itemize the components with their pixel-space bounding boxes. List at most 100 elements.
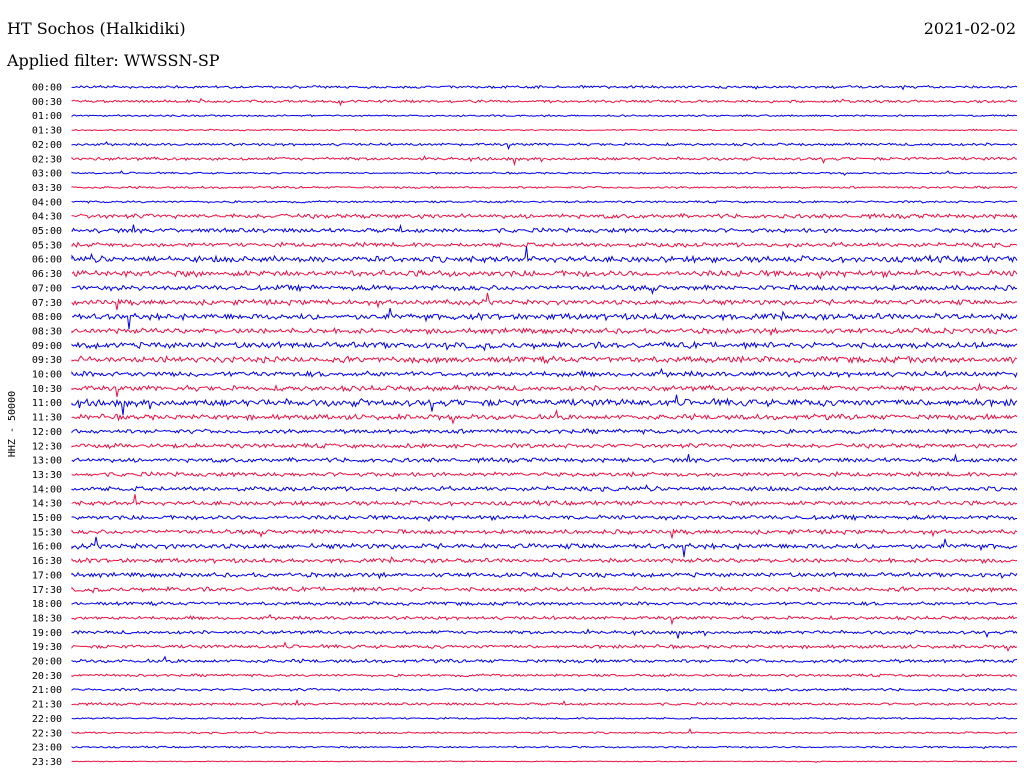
hour-label: 15:30: [32, 527, 62, 538]
trace-line: [71, 97, 1018, 107]
trace-line: [71, 600, 1018, 607]
hour-label: 17:30: [32, 585, 62, 596]
trace-line: [71, 408, 1018, 425]
trace-line: [71, 556, 1017, 565]
trace-line: [71, 84, 1018, 91]
trace-line: [71, 613, 1018, 626]
hour-label: 23:00: [32, 743, 62, 754]
trace-line: [71, 513, 1017, 523]
hour-label: 19:30: [32, 642, 62, 653]
date-label: 2021-02-02: [923, 19, 1016, 38]
hour-label: 23:30: [32, 757, 62, 768]
hour-label: 05:00: [32, 226, 62, 237]
trace-line: [71, 367, 1018, 379]
hour-label: 02:30: [32, 154, 62, 165]
hour-label: 17:00: [32, 570, 62, 581]
trace-line: [71, 470, 1018, 478]
hour-label: 15:00: [32, 513, 62, 524]
trace-line: [71, 484, 1018, 493]
hour-label: 21:30: [32, 700, 62, 711]
trace-line: [71, 185, 1018, 190]
trace-line: [71, 442, 1018, 450]
trace-line: [71, 760, 1018, 763]
hour-label: 14:00: [32, 484, 62, 495]
hour-label: 06:00: [32, 255, 62, 266]
trace-line: [71, 536, 1018, 558]
hour-label: 11:00: [32, 398, 62, 409]
trace-line: [71, 326, 1018, 337]
hour-label: 20:30: [32, 671, 62, 682]
trace-line: [71, 128, 1018, 132]
trace-line: [71, 114, 1018, 118]
trace-line: [71, 716, 1018, 720]
trace-line: [71, 528, 1018, 539]
hour-label: 07:00: [32, 283, 62, 294]
hour-label: 10:00: [32, 370, 62, 381]
hour-label: 22:30: [32, 728, 62, 739]
hour-label: 00:30: [32, 97, 62, 108]
trace-line: [71, 223, 1018, 235]
trace-line: [71, 673, 1018, 678]
hour-label: 02:00: [32, 140, 62, 151]
trace-line: [71, 212, 1018, 220]
trace-line: [71, 687, 1018, 692]
hour-label: 10:30: [32, 384, 62, 395]
hour-label: 06:30: [32, 269, 62, 280]
hour-label: 18:00: [32, 599, 62, 610]
hour-label: 04:30: [32, 212, 62, 223]
trace-line: [71, 494, 1018, 507]
hour-label: 16:00: [32, 542, 62, 553]
station-title: HT Sochos (Halkidiki): [7, 19, 186, 38]
hour-label: 12:00: [32, 427, 62, 438]
hour-label: 21:00: [32, 685, 62, 696]
hour-label: 03:30: [32, 183, 62, 194]
trace-line: [71, 307, 1018, 330]
hour-label: 13:00: [32, 456, 62, 467]
hour-label: 09:30: [32, 355, 62, 366]
hour-label: 00:00: [32, 83, 62, 94]
trace-line: [71, 141, 1018, 151]
trace-line: [71, 655, 1018, 664]
filter-label: Applied filter: WWSSN-SP: [7, 51, 220, 70]
hour-label: 12:30: [32, 441, 62, 452]
trace-group: [71, 84, 1018, 763]
trace-line: [71, 394, 1018, 416]
hour-label: 03:00: [32, 169, 62, 180]
hour-label-group: 00:00 00:30 01:00 01:30 02:00 02:30 03:00 03:30…: [32, 83, 62, 768]
hour-label: 13:30: [32, 470, 62, 481]
trace-line: [71, 585, 1018, 594]
hour-label: 01:00: [32, 111, 62, 122]
hour-label: 05:30: [32, 240, 62, 251]
trace-line: [71, 268, 1018, 280]
trace-line: [71, 382, 1018, 397]
trace-line: [71, 453, 1018, 464]
trace-line: [71, 641, 1018, 652]
trace-line: [71, 199, 1018, 204]
hour-label: 08:30: [32, 326, 62, 337]
trace-line: [71, 354, 1018, 365]
hour-label: 20:00: [32, 657, 62, 668]
trace-line: [71, 155, 1017, 167]
trace-line: [71, 571, 1018, 580]
trace-line: [71, 246, 1018, 264]
hour-label: 18:30: [32, 613, 62, 624]
hour-label: 09:00: [32, 341, 62, 352]
hour-label: 19:00: [32, 628, 62, 639]
trace-line: [71, 283, 1018, 296]
trace-line: [71, 745, 1018, 750]
trace-line: [71, 170, 1017, 176]
trace-line: [71, 727, 1018, 735]
hour-label: 01:30: [32, 126, 62, 137]
trace-line: [71, 698, 1018, 707]
hour-label: 04:00: [32, 197, 62, 208]
hour-label: 08:00: [32, 312, 62, 323]
trace-line: [71, 292, 1018, 311]
hour-label: 14:30: [32, 499, 62, 510]
channel-label: HHZ - 50000: [7, 391, 18, 457]
hour-label: 07:30: [32, 298, 62, 309]
hour-label: 22:00: [32, 714, 62, 725]
trace-line: [71, 628, 1018, 639]
hour-label: 16:30: [32, 556, 62, 567]
hour-label: 11:30: [32, 413, 62, 424]
